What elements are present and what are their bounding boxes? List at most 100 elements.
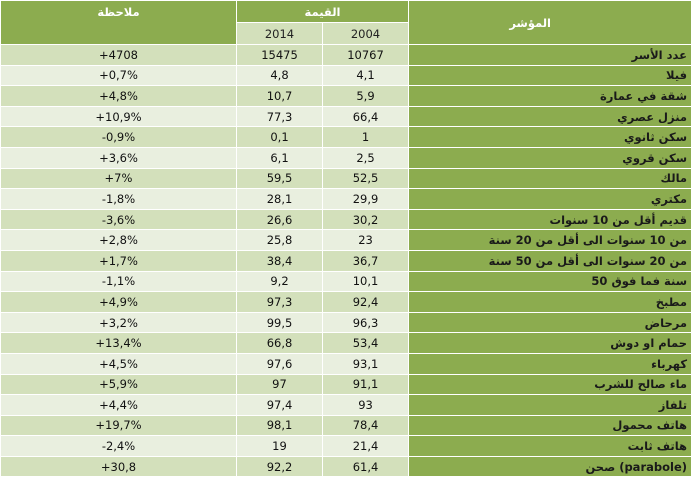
table-row: -0,9% 0,1 1 سكن ثانوي: [0, 126, 693, 148]
table-row: +3,6% 6,1 2,5 سكن قروي: [0, 146, 693, 169]
year-2014-header: 2014: [236, 22, 323, 45]
value-2004-cell: 10,1: [321, 270, 410, 293]
note-cell: +30,8: [0, 455, 237, 478]
table-row: -3,6% 26,6 30,2 قديم أقل من 10 سنوات: [0, 208, 693, 231]
indicator-label: سكن قروي: [408, 146, 693, 169]
note-header: ملاحظة: [0, 0, 237, 45]
value-2014-cell: 4,8: [236, 64, 323, 87]
indicator-label: فيلا: [408, 64, 693, 87]
note-cell: -1,1%: [0, 270, 237, 293]
value-2014-cell: 66,8: [236, 332, 323, 354]
table-row: +30,8 92,2 61,4 صحن (parabole): [0, 455, 693, 478]
value-2004-cell: 93: [321, 394, 410, 416]
value-2004-cell: 4,1: [321, 64, 410, 87]
note-cell: +19,7%: [0, 414, 237, 437]
note-cell: -0,9%: [0, 126, 237, 148]
indicator-label: من 10 سنوات الى أقل من 20 سنة: [408, 229, 693, 251]
table-body: +4708 15475 10767 عدد الأسر +0,7% 4,8 4,1 فيلا +…: [0, 44, 693, 478]
value-2004-cell: 96,3: [321, 311, 410, 334]
indicator-header: المؤشر: [408, 0, 693, 45]
indicator-label: مطبخ: [408, 291, 693, 313]
table-row: +4,4% 97,4 93 تلفاز: [0, 394, 693, 416]
value-2014-cell: 97,6: [236, 352, 323, 375]
note-cell: -3,6%: [0, 208, 237, 231]
note-cell: -1,8%: [0, 188, 237, 210]
value-2014-cell: 38,4: [236, 249, 323, 272]
indicator-label: مالك: [408, 167, 693, 190]
value-2014-cell: 6,1: [236, 146, 323, 169]
table-row: +13,4% 66,8 53,4 حمام او دوش: [0, 332, 693, 354]
note-cell: +4,4%: [0, 394, 237, 416]
value-2014-cell: 9,2: [236, 270, 323, 293]
value-2004-cell: 1: [321, 126, 410, 148]
value-2014-cell: 97,3: [236, 291, 323, 313]
value-2014-cell: 19: [236, 435, 323, 457]
table-row: +3,2% 99,5 96,3 مرحاض: [0, 311, 693, 334]
indicator-label: تلفاز: [408, 394, 693, 416]
indicator-label: مكتري: [408, 188, 693, 210]
indicator-label: من 20 سنوات الى أقل من 50 سنة: [408, 249, 693, 272]
indicator-label: كهرباء: [408, 352, 693, 375]
note-cell: +4,9%: [0, 291, 237, 313]
indicator-label: هاتف ثابت: [408, 435, 693, 457]
indicator-label: قديم أقل من 10 سنوات: [408, 208, 693, 231]
value-2004-cell: 2,5: [321, 146, 410, 169]
table-row: +0,7% 4,8 4,1 فيلا: [0, 64, 693, 87]
value-2004-cell: 92,4: [321, 291, 410, 313]
indicator-label: عدد الأسر: [408, 44, 693, 66]
note-cell: +10,9%: [0, 105, 237, 128]
note-cell: +4,8%: [0, 85, 237, 107]
year-2004-header: 2004: [321, 22, 410, 45]
value-2004-cell: 66,4: [321, 105, 410, 128]
value-2004-cell: 78,4: [321, 414, 410, 437]
table-row: +4,5% 97,6 93,1 كهرباء: [0, 352, 693, 375]
value-2004-cell: 91,1: [321, 373, 410, 396]
table-row: +2,8% 25,8 23 من 10 سنوات الى أقل من 20 سنة: [0, 229, 693, 251]
indicator-label: هاتف محمول: [408, 414, 693, 437]
indicator-label: منزل عصري: [408, 105, 693, 128]
table-row: -2,4% 19 21,4 هاتف ثابت: [0, 435, 693, 457]
value-2014-cell: 99,5: [236, 311, 323, 334]
value-2014-cell: 59,5: [236, 167, 323, 190]
note-cell: +1,7%: [0, 249, 237, 272]
table-row: +10,9% 77,3 66,4 منزل عصري: [0, 105, 693, 128]
value-2004-cell: 5,9: [321, 85, 410, 107]
table-row: -1,1% 9,2 10,1 50 سنة فما فوق: [0, 270, 693, 293]
note-cell: +4,5%: [0, 352, 237, 375]
table-row: +4,9% 97,3 92,4 مطبخ: [0, 291, 693, 313]
value-2014-cell: 15475: [236, 44, 323, 66]
value-2014-cell: 97: [236, 373, 323, 396]
value-2014-cell: 98,1: [236, 414, 323, 437]
note-cell: +13,4%: [0, 332, 237, 354]
value-2004-cell: 61,4: [321, 455, 410, 478]
note-cell: -2,4%: [0, 435, 237, 457]
table-row: +5,9% 97 91,1 ماء صالح للشرب: [0, 373, 693, 396]
indicator-label: 50 سنة فما فوق: [408, 270, 693, 293]
indicator-label: حمام او دوش: [408, 332, 693, 354]
value-2014-cell: 77,3: [236, 105, 323, 128]
value-2014-cell: 92,2: [236, 455, 323, 478]
note-cell: +5,9%: [0, 373, 237, 396]
note-cell: +3,2%: [0, 311, 237, 334]
indicator-label: سكن ثانوي: [408, 126, 693, 148]
value-header: القيمة: [235, 0, 410, 23]
value-2004-cell: 29,9: [321, 188, 410, 210]
statistics-table: ملاحظة القيمة المؤشر 2014 2004 +4708 1547…: [0, 0, 693, 478]
note-cell: +2,8%: [0, 229, 237, 251]
value-2014-cell: 0,1: [236, 126, 323, 148]
value-2014-cell: 97,4: [236, 394, 323, 416]
indicator-label: صحن (parabole): [408, 455, 693, 478]
indicator-label: شقة في عمارة: [408, 85, 693, 107]
note-cell: +3,6%: [0, 146, 237, 169]
value-2004-cell: 10767: [321, 44, 410, 66]
value-2014-cell: 28,1: [236, 188, 323, 210]
value-2004-cell: 30,2: [321, 208, 410, 231]
table-row: +4708 15475 10767 عدد الأسر: [0, 44, 693, 66]
table-row: +7% 59,5 52,5 مالك: [0, 167, 693, 190]
value-2014-cell: 26,6: [236, 208, 323, 231]
table-row: +1,7% 38,4 36,7 من 20 سنوات الى أقل من 50 س…: [0, 249, 693, 272]
value-2004-cell: 93,1: [321, 352, 410, 375]
value-2004-cell: 36,7: [321, 249, 410, 272]
indicator-label: مرحاض: [408, 311, 693, 334]
value-2004-cell: 23: [321, 229, 410, 251]
